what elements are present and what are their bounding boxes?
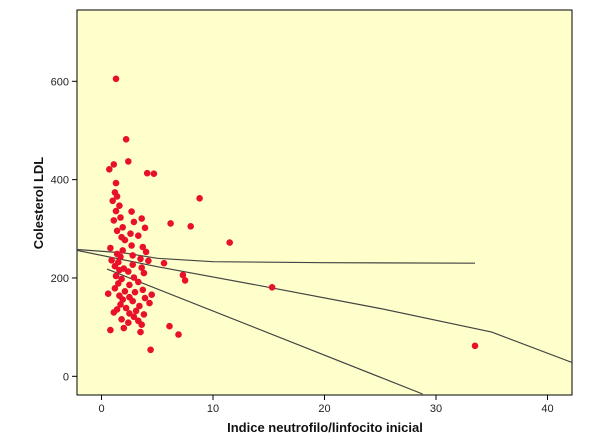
data-point bbox=[167, 220, 174, 227]
data-point bbox=[187, 223, 194, 230]
data-point bbox=[107, 244, 114, 252]
data-point bbox=[113, 227, 121, 235]
data-point bbox=[145, 257, 152, 265]
data-point bbox=[137, 328, 144, 336]
data-point bbox=[136, 302, 143, 310]
data-point bbox=[131, 288, 139, 296]
data-point bbox=[112, 179, 120, 187]
y-tick-label: 0 bbox=[63, 371, 69, 383]
points-layer bbox=[104, 75, 479, 354]
data-point bbox=[142, 248, 150, 256]
data-point bbox=[110, 217, 118, 224]
data-point bbox=[175, 331, 182, 338]
data-point bbox=[129, 297, 136, 305]
data-point bbox=[226, 239, 233, 246]
data-point bbox=[117, 301, 124, 308]
data-point bbox=[129, 252, 136, 259]
data-point bbox=[127, 230, 134, 237]
data-point bbox=[116, 202, 123, 209]
data-point bbox=[166, 322, 173, 330]
data-point bbox=[150, 170, 158, 177]
x-tick-label: 0 bbox=[98, 403, 104, 415]
data-point bbox=[196, 195, 203, 202]
plot-area bbox=[76, 9, 573, 396]
data-point bbox=[147, 346, 154, 354]
data-point bbox=[130, 274, 138, 281]
data-point bbox=[125, 268, 132, 275]
data-point bbox=[125, 158, 132, 165]
data-point bbox=[130, 313, 138, 321]
data-point bbox=[138, 321, 145, 329]
data-point bbox=[135, 278, 142, 286]
data-point bbox=[132, 307, 140, 315]
data-point bbox=[112, 75, 120, 83]
data-point bbox=[113, 193, 121, 200]
data-point bbox=[160, 259, 168, 267]
x-tick-label: 10 bbox=[207, 403, 219, 415]
y-axis-title: Colesterol LDL bbox=[31, 157, 46, 250]
y-tick-label: 600 bbox=[51, 76, 69, 88]
x-axis-title: Indice neutrofilo/linfocito inicial bbox=[227, 420, 423, 435]
data-point bbox=[110, 161, 118, 168]
data-point bbox=[126, 281, 133, 289]
data-point bbox=[112, 272, 120, 280]
interval-lower bbox=[77, 249, 572, 364]
data-point bbox=[140, 311, 148, 318]
data-point bbox=[128, 208, 135, 215]
data-point bbox=[138, 264, 145, 272]
data-point bbox=[130, 218, 138, 226]
data-point bbox=[111, 262, 119, 270]
x-tick-label: 20 bbox=[318, 403, 330, 415]
x-tick-label: 30 bbox=[430, 403, 442, 415]
data-point bbox=[121, 236, 129, 244]
data-point bbox=[120, 324, 128, 332]
data-point bbox=[117, 214, 124, 221]
data-point bbox=[135, 232, 142, 239]
data-point bbox=[268, 284, 276, 291]
data-point bbox=[146, 299, 153, 307]
data-point bbox=[137, 255, 144, 263]
data-point bbox=[118, 316, 125, 323]
data-point bbox=[148, 291, 155, 299]
data-point bbox=[121, 288, 129, 295]
data-point bbox=[112, 207, 120, 215]
data-point bbox=[138, 215, 145, 222]
data-point bbox=[181, 277, 189, 284]
data-point bbox=[122, 136, 130, 143]
data-point bbox=[111, 285, 119, 292]
data-point bbox=[119, 224, 126, 231]
data-point bbox=[141, 294, 149, 302]
data-point bbox=[126, 310, 133, 317]
data-point bbox=[141, 224, 149, 232]
data-point bbox=[139, 286, 147, 294]
data-point bbox=[143, 169, 151, 177]
data-point bbox=[139, 243, 147, 251]
x-tick-label: 40 bbox=[541, 403, 553, 415]
data-point bbox=[104, 290, 112, 298]
data-point bbox=[129, 261, 136, 269]
data-point bbox=[125, 319, 132, 327]
data-point bbox=[128, 242, 135, 249]
data-point bbox=[122, 304, 130, 312]
data-point bbox=[115, 280, 122, 287]
data-point bbox=[140, 269, 148, 277]
data-point bbox=[106, 166, 113, 173]
data-point bbox=[471, 342, 479, 350]
data-point bbox=[110, 309, 118, 316]
data-point bbox=[117, 253, 124, 261]
y-tick-label: 400 bbox=[51, 175, 69, 187]
data-point bbox=[179, 271, 187, 279]
data-point bbox=[108, 257, 115, 264]
y-tick-label: 200 bbox=[51, 273, 69, 285]
data-point bbox=[107, 326, 114, 334]
fit-line bbox=[106, 268, 423, 395]
data-point bbox=[119, 247, 126, 254]
data-point bbox=[116, 266, 123, 274]
data-point bbox=[109, 197, 116, 205]
